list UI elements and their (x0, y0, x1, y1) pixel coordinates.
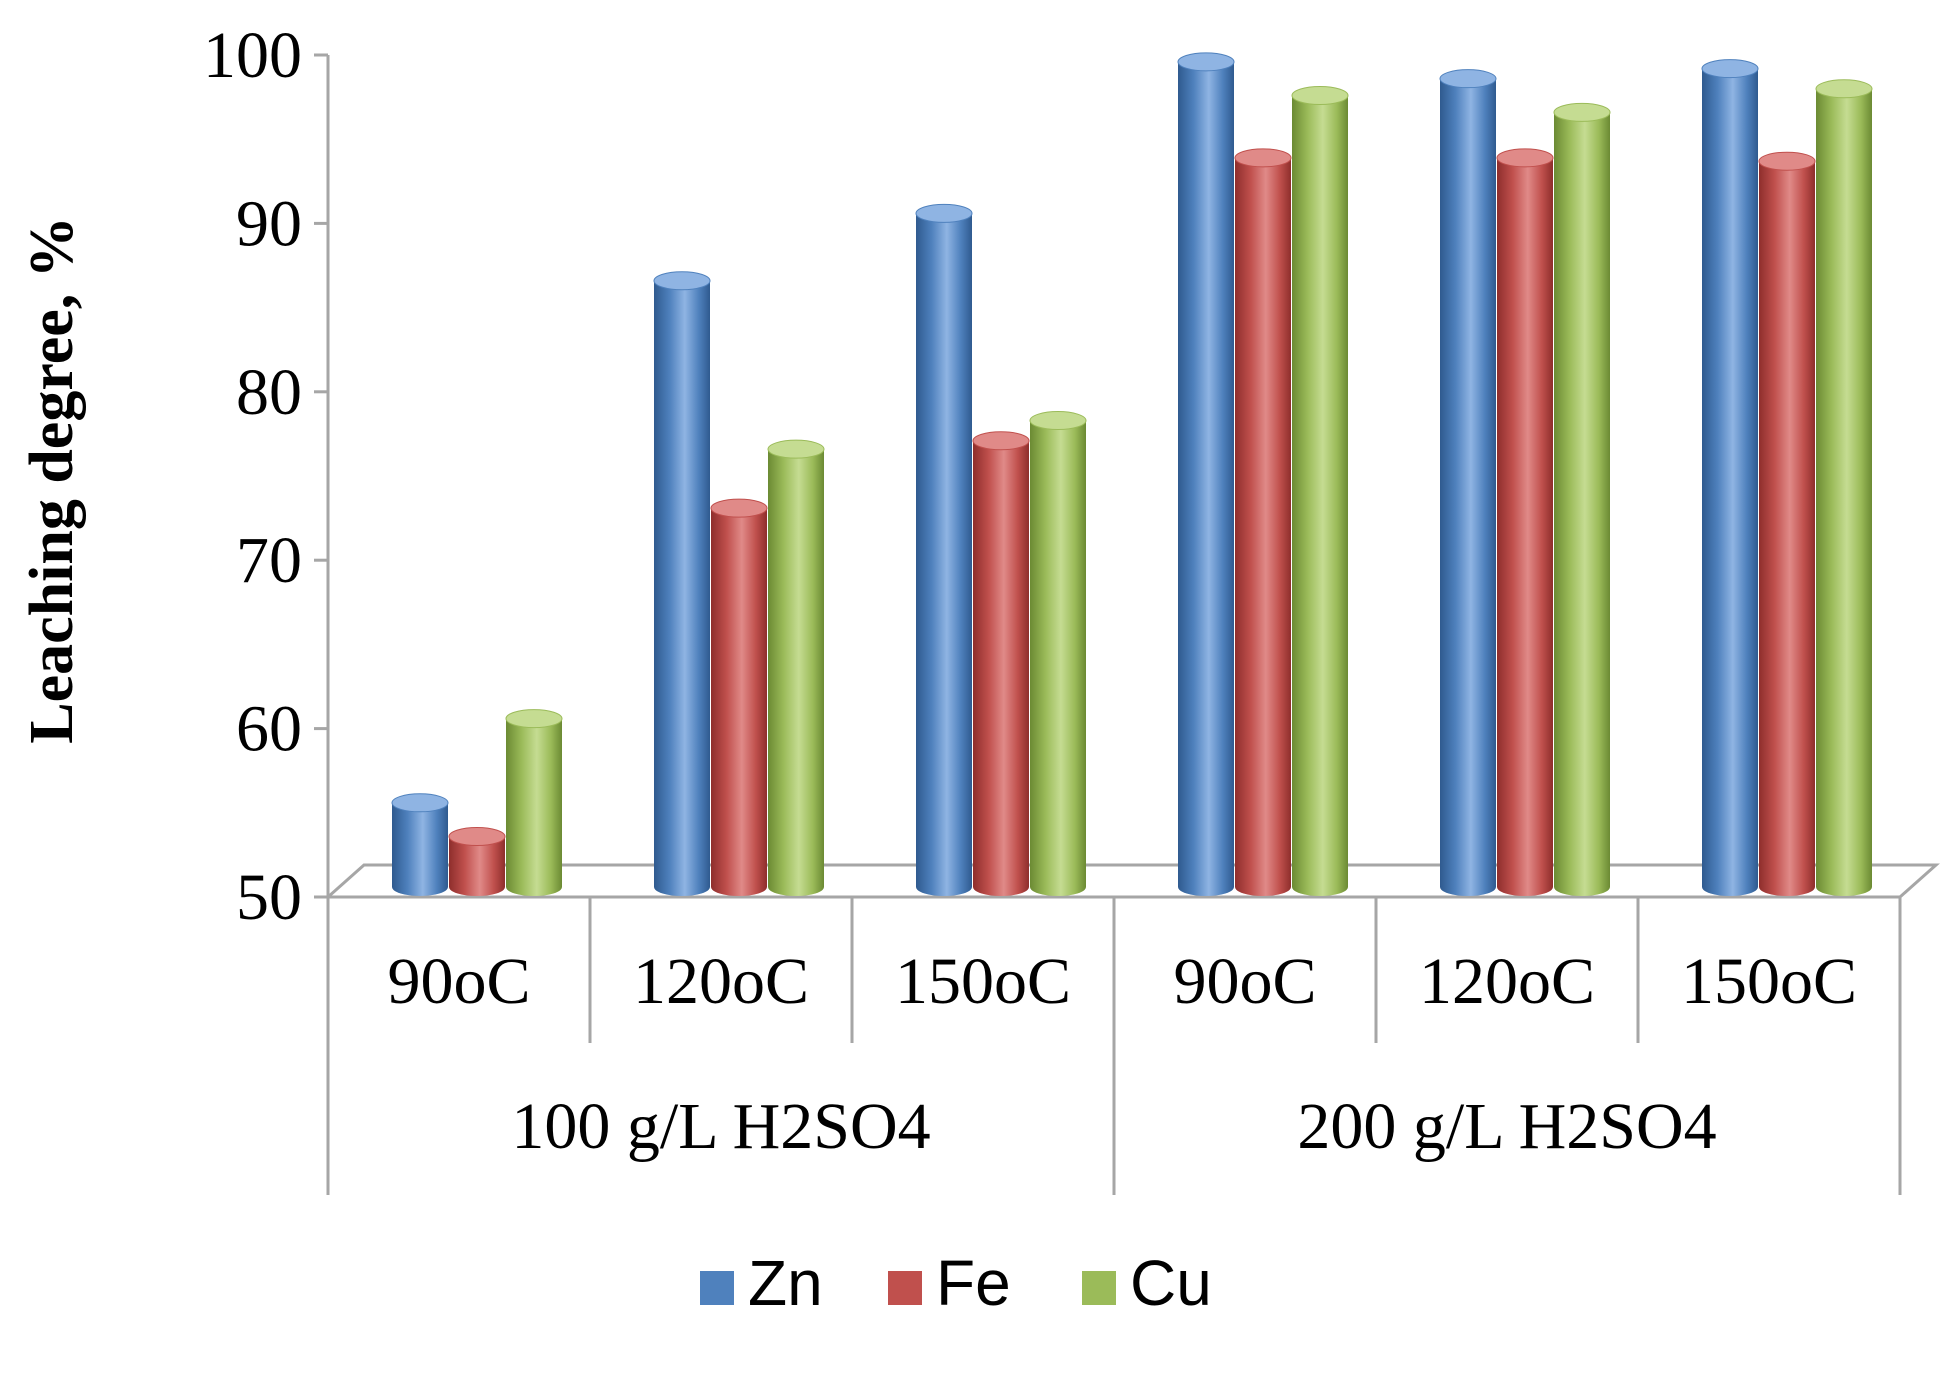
bar-fe (1758, 151, 1816, 897)
bar-cu (1029, 411, 1087, 896)
y-tick-label: 70 (236, 524, 302, 597)
group-label: 200 g/L H2SO4 (1297, 1090, 1716, 1163)
bar-cu (505, 709, 563, 896)
category-label: 90oC (387, 945, 530, 1018)
bar-top (1758, 151, 1816, 171)
bar-top (767, 439, 825, 459)
y-tick-label: 90 (236, 187, 302, 260)
bar-top (505, 709, 563, 729)
category-label: 90oC (1173, 945, 1316, 1018)
legend-label: Fe (936, 1247, 1011, 1319)
bar-top (1439, 69, 1497, 89)
bar-zn (915, 203, 973, 896)
bar-cu (1553, 102, 1611, 897)
axes (314, 53, 1940, 1195)
bar-body (1702, 68, 1758, 897)
bar-body (916, 213, 972, 896)
bar-top (972, 431, 1030, 451)
bar-zn (1701, 59, 1759, 897)
legend-swatch (700, 1271, 734, 1305)
bar-body (1440, 78, 1496, 897)
bar-cu (767, 439, 825, 896)
bar-fe (1234, 148, 1292, 896)
bar-top (1291, 86, 1349, 106)
legend-label: Zn (748, 1247, 823, 1319)
axis-labels: 50 60 70 80 90 100 90oC 120oC 150oC 90oC 120oC 150o… (18, 19, 1857, 1163)
bar-body (1235, 157, 1291, 896)
bar-body (1292, 95, 1348, 896)
bar-body (768, 449, 824, 896)
bar-body (1178, 61, 1234, 896)
y-tick-label: 50 (236, 861, 302, 934)
bar-body (1816, 88, 1872, 896)
bar-body (711, 508, 767, 896)
category-label: 120oC (1419, 945, 1595, 1018)
bar-fe (972, 431, 1030, 896)
legend-swatch (888, 1271, 922, 1305)
bar-body (392, 802, 448, 896)
bar-zn (1177, 52, 1235, 896)
bar-cu (1291, 86, 1349, 896)
bar-top (915, 203, 973, 223)
bar-zn (653, 271, 711, 896)
category-label: 150oC (895, 945, 1071, 1018)
category-label: 150oC (1681, 945, 1857, 1018)
legend-item-cu: Cu (1082, 1247, 1212, 1319)
bar-body (973, 440, 1029, 896)
bar-body (1497, 157, 1553, 896)
bar-top (448, 826, 506, 846)
bar-top (1029, 411, 1087, 431)
bar-cu (1815, 79, 1873, 896)
legend-item-zn: Zn (700, 1247, 823, 1319)
bar-top (1701, 59, 1759, 79)
y-tick-label: 100 (203, 19, 302, 92)
bar-body (506, 718, 562, 896)
bar-top (391, 793, 449, 813)
y-tick-label: 80 (236, 356, 302, 429)
bar-top (653, 271, 711, 291)
legend-swatch (1082, 1271, 1116, 1305)
category-label: 120oC (633, 945, 809, 1018)
bar-body (1030, 420, 1086, 896)
bar-body (449, 836, 505, 896)
legend: Zn Fe Cu (700, 1247, 1212, 1319)
bar-top (1815, 79, 1873, 99)
bar-fe (1496, 148, 1554, 896)
bar-zn (1439, 69, 1497, 897)
bar-body (1554, 112, 1610, 897)
bar-fe (448, 826, 506, 896)
legend-label: Cu (1130, 1247, 1212, 1319)
y-axis-title: Leaching degree, % (18, 216, 86, 744)
y-tick-label: 60 (236, 693, 302, 766)
bar-fe (710, 498, 768, 896)
bar-body (1759, 161, 1815, 897)
bar-top (1496, 148, 1554, 168)
floor-plane (324, 863, 1940, 899)
bar-top (1177, 52, 1235, 72)
legend-item-fe: Fe (888, 1247, 1011, 1319)
bar-body (654, 280, 710, 896)
bar-top (1234, 148, 1292, 168)
bar-zn (391, 793, 449, 896)
bar-top (1553, 102, 1611, 122)
bars (391, 52, 1873, 897)
group-label: 100 g/L H2SO4 (511, 1090, 930, 1163)
bar-top (710, 498, 768, 518)
